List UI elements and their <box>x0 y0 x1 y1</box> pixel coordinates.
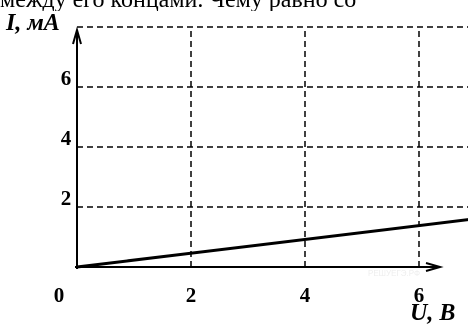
x-axis-arrow <box>425 262 444 272</box>
chart-series <box>76 218 468 269</box>
x-tick-label: 4 <box>300 283 311 307</box>
chart-axes <box>72 26 444 272</box>
y-tick-label: 6 <box>61 66 72 90</box>
watermark-text: РЕШУЕГЭ.РФ <box>368 269 420 278</box>
x-tick-label: 6 <box>414 283 425 307</box>
y-tick-label: 2 <box>61 186 72 210</box>
x-tick-label: 0 <box>54 283 65 307</box>
x-axis-title: U, В <box>410 300 455 326</box>
y-tick-label: 4 <box>61 126 72 150</box>
y-axis-title: I, мА <box>5 10 60 36</box>
x-tick-label: 2 <box>186 283 197 307</box>
series-line <box>76 218 468 269</box>
chart-labels: 0246810246 <box>54 66 425 307</box>
y-axis-arrow <box>72 26 82 45</box>
chart-grid <box>77 26 468 267</box>
problem-text-fragment: между его концами. Чему равно со <box>0 0 468 11</box>
